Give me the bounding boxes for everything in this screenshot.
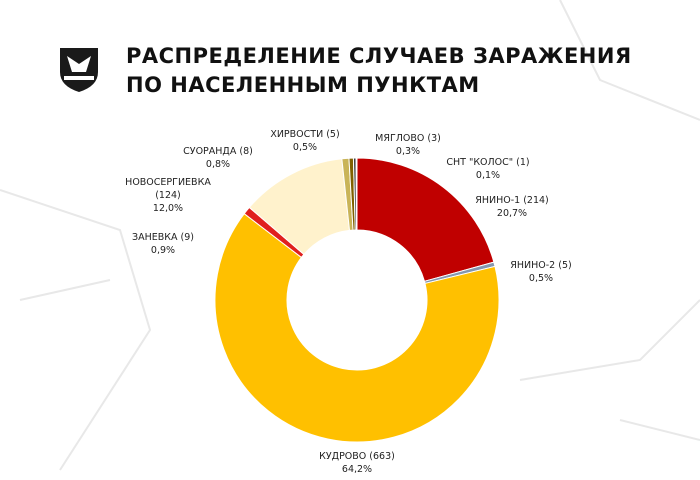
value-label: 0,9% [150, 245, 176, 256]
slice [355, 157, 358, 231]
data-label: КУДРОВО (663) 64,2% [312, 450, 402, 476]
data-label: ЯНИНО-2 (5) 0,5% [501, 259, 581, 285]
data-label: СНТ "КОЛОС" (1) 0,1% [438, 156, 538, 182]
logo [60, 48, 98, 92]
category-label: ХИРВОСТИ (5) [270, 129, 340, 140]
slice [356, 157, 495, 282]
value-label: 12,0% [152, 203, 184, 214]
category-label: НОВОСЕРГИЕВКА (124) [125, 177, 211, 201]
category-label: МЯГЛОВО (3) [375, 133, 441, 144]
chart-title: РАСПРЕДЕЛЕНИЕ СЛУЧАЕВ ЗАРАЖЕНИЯ ПО НАСЕЛ… [126, 44, 632, 97]
value-label: 0,1% [475, 170, 501, 181]
value-label: 0,5% [292, 142, 318, 153]
data-label: МЯГЛОВО (3) 0,3% [368, 132, 448, 158]
category-label: СУОРАНДА (8) [183, 146, 253, 157]
category-label: ЗАНЕВКА (9) [132, 232, 194, 243]
category-label: ЯНИНО-1 (214) [475, 195, 549, 206]
data-label: ХИРВОСТИ (5) 0,5% [265, 128, 345, 154]
value-label: 0,3% [395, 146, 421, 157]
value-label: 0,5% [528, 273, 554, 284]
data-label: ЯНИНО-1 (214) 20,7% [467, 194, 557, 220]
slice [214, 212, 500, 443]
data-label: СУОРАНДА (8) 0,8% [173, 145, 263, 171]
value-label: 20,7% [496, 208, 528, 219]
value-label: 0,8% [205, 159, 231, 170]
data-label: НОВОСЕРГИЕВКА (124) 12,0% [123, 176, 213, 215]
category-label: СНТ "КОЛОС" (1) [446, 157, 530, 168]
value-label: 64,2% [341, 464, 373, 475]
category-label: КУДРОВО (663) [319, 451, 395, 462]
category-label: ЯНИНО-2 (5) [510, 260, 572, 271]
data-label: ЗАНЕВКА (9) 0,9% [123, 231, 203, 257]
